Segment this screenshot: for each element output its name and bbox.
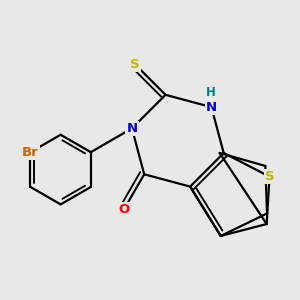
Text: N: N	[206, 100, 217, 114]
Text: S: S	[130, 58, 140, 70]
Text: O: O	[118, 203, 129, 216]
Text: H: H	[206, 86, 215, 99]
Text: N: N	[126, 122, 137, 135]
Text: Br: Br	[22, 146, 39, 159]
Text: S: S	[265, 170, 274, 183]
